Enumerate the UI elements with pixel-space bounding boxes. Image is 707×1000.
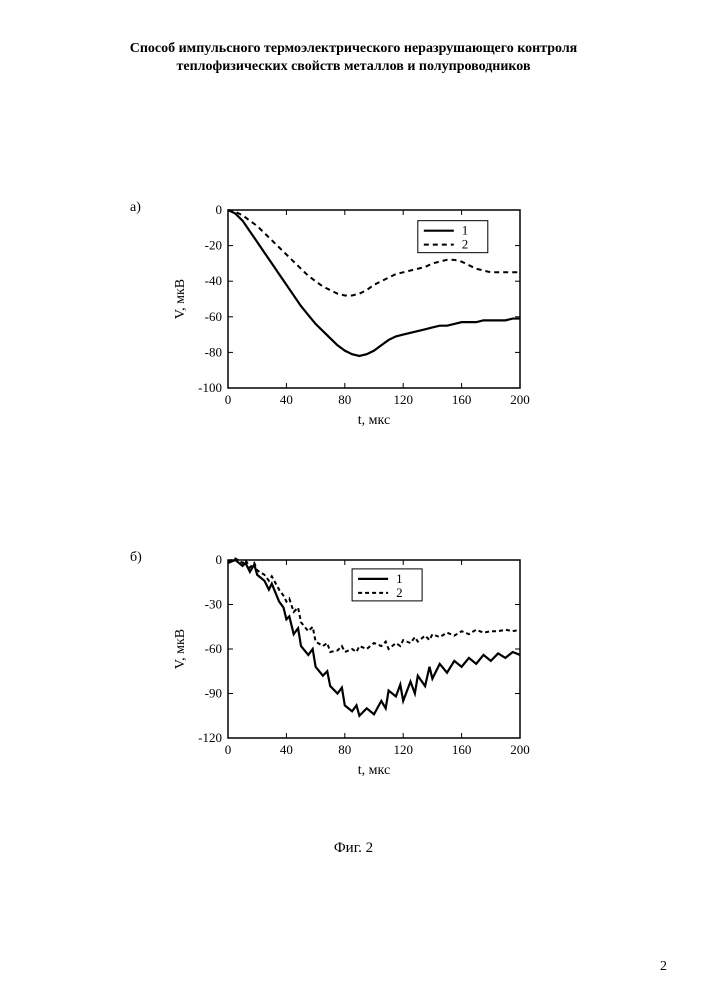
svg-text:80: 80 [338,742,351,757]
svg-text:-30: -30 [205,597,222,612]
svg-text:t, мкс: t, мкс [358,763,390,778]
svg-text:V, мкВ: V, мкВ [173,279,188,319]
svg-text:-120: -120 [198,730,222,745]
svg-text:-90: -90 [205,686,222,701]
svg-text:t, мкс: t, мкс [358,413,390,428]
chart-b: 0 40 80 120 160 200 -120 -90 -60 -30 0 t, мкс V, мкВ… [170,550,530,780]
page: Способ импульсного термоэлектрического н… [0,0,707,1000]
svg-text:0: 0 [216,202,223,217]
svg-text:2: 2 [396,585,403,600]
chart-a-container: а) 04080120160200-100-80-60-40-200t, мкс… [170,200,530,430]
figure-caption: Фиг. 2 [0,840,707,857]
chart-b-container: б) 04080120160200-120-90-60-300t, мксV, … [170,550,530,780]
svg-text:80: 80 [338,392,351,407]
chart-a: 0 40 80 120 160 200 -100 -80 -60 -40 -20 0 t, мкс V, … [170,200,530,430]
svg-text:0: 0 [225,392,232,407]
svg-text:200: 200 [510,742,530,757]
svg-text:120: 120 [393,392,413,407]
svg-text:-60: -60 [205,641,222,656]
svg-text:40: 40 [280,742,293,757]
title-line-1: Способ импульсного термоэлектрического н… [130,41,578,56]
svg-text:160: 160 [452,392,472,407]
svg-text:2: 2 [462,237,469,252]
svg-text:-80: -80 [205,344,222,359]
panel-b-label: б) [130,550,142,566]
svg-text:-40: -40 [205,273,222,288]
svg-text:1: 1 [462,223,469,238]
svg-text:0: 0 [216,552,223,567]
svg-text:-60: -60 [205,309,222,324]
svg-text:-100: -100 [198,380,222,395]
svg-text:200: 200 [510,392,530,407]
panel-a-label: а) [130,200,141,216]
svg-text:0: 0 [225,742,232,757]
svg-text:-20: -20 [205,238,222,253]
page-number: 2 [660,959,667,975]
svg-text:1: 1 [396,571,403,586]
title-line-2: теплофизических свойств металлов и полуп… [177,59,531,74]
svg-text:40: 40 [280,392,293,407]
document-title: Способ импульсного термоэлектрического н… [60,40,647,76]
svg-text:160: 160 [452,742,472,757]
svg-text:120: 120 [393,742,413,757]
svg-text:V, мкВ: V, мкВ [173,629,188,669]
